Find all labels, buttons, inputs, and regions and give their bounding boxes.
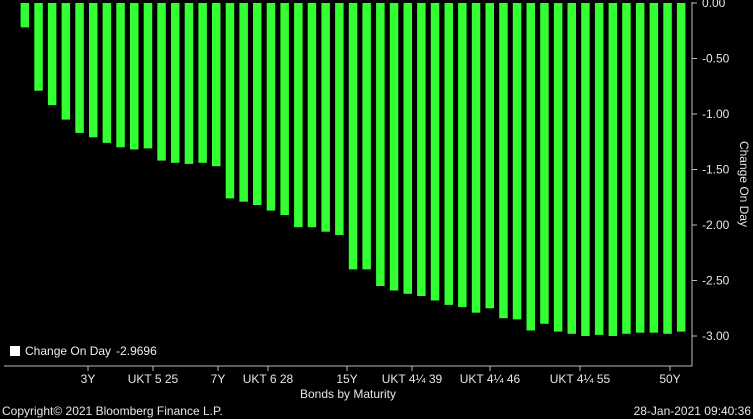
y-tick-label: -0.50 (702, 52, 730, 66)
bar (389, 3, 399, 291)
x-tick-label: UKT 6 28 (243, 372, 294, 386)
x-tick-label: UKT 4¼ 39 (382, 372, 443, 386)
bar (171, 3, 180, 163)
bar (130, 3, 139, 150)
bar (266, 3, 276, 211)
y-axis-title: Change On Day (737, 141, 751, 227)
x-tick-label: UKT 5 25 (128, 372, 179, 386)
bars-group (20, 3, 686, 336)
bar (198, 3, 207, 163)
x-tick-label: 15Y (336, 372, 357, 386)
bar (567, 3, 576, 334)
bar (635, 3, 645, 333)
bar (526, 3, 535, 331)
bar (663, 3, 672, 334)
bar (89, 3, 98, 138)
bar (61, 3, 71, 120)
x-axis-title: Bonds by Maturity (300, 387, 396, 401)
y-tick-label: -2.50 (702, 274, 730, 288)
bar (294, 3, 303, 228)
bar (649, 3, 659, 333)
bar (403, 3, 412, 294)
bar (430, 3, 440, 301)
x-tick-label: UKT 4¼ 46 (460, 372, 521, 386)
bar (212, 3, 221, 167)
bar (676, 3, 686, 332)
bar (540, 3, 549, 324)
y-tick-label: -1.50 (702, 163, 730, 177)
bar (471, 3, 481, 313)
bar (321, 3, 330, 232)
bar (458, 3, 467, 308)
y-tick-label: -2.00 (702, 218, 730, 232)
bar (499, 3, 508, 319)
bar (184, 3, 194, 164)
bar (34, 3, 43, 91)
legend-label: Change On Day (25, 344, 112, 358)
x-axis-ticks: 3Y UKT 5 25 7Y UKT 6 28 15Y UKT 4¼ 39 UKT 4¼ 4… (81, 366, 681, 386)
bar (622, 3, 631, 334)
bar (444, 3, 453, 305)
y-axis-ticks: 0.00 -0.50 -1.00 -1.50 -2.00 -2.50 -3.00 (692, 0, 730, 343)
bar (581, 3, 590, 336)
legend-swatch (10, 346, 20, 356)
bar (485, 3, 494, 309)
bar (116, 3, 125, 148)
bar (348, 3, 358, 270)
y-tick-label: 0.00 (702, 0, 726, 10)
bar (376, 3, 385, 286)
bar (362, 3, 371, 270)
bar (608, 3, 618, 336)
bar (307, 3, 317, 228)
bar (553, 3, 563, 332)
x-tick-label: 50Y (659, 372, 680, 386)
bar (157, 3, 166, 161)
y-tick-label: -1.00 (702, 107, 730, 121)
bar (47, 3, 57, 106)
bar (20, 3, 30, 28)
bar (417, 3, 426, 296)
bar (253, 3, 262, 205)
legend-value: -2.9696 (116, 344, 157, 358)
timestamp-text: 28-Jan-2021 09:40:36 (633, 404, 751, 418)
bar (335, 3, 344, 235)
bar (143, 3, 153, 149)
bar (102, 3, 112, 143)
bar (239, 3, 248, 202)
x-tick-label: UKT 4¼ 55 (550, 372, 611, 386)
x-tick-label: 3Y (81, 372, 96, 386)
copyright-text: Copyright© 2021 Bloomberg Finance L.P. (2, 404, 223, 418)
bar (75, 3, 84, 133)
bar (225, 3, 235, 199)
legend: Change On Day -2.9696 (4, 339, 165, 363)
bar (594, 3, 604, 335)
bar (280, 3, 289, 215)
y-tick-label: -3.00 (702, 329, 730, 343)
x-tick-label: 7Y (211, 372, 226, 386)
bar (512, 3, 522, 320)
